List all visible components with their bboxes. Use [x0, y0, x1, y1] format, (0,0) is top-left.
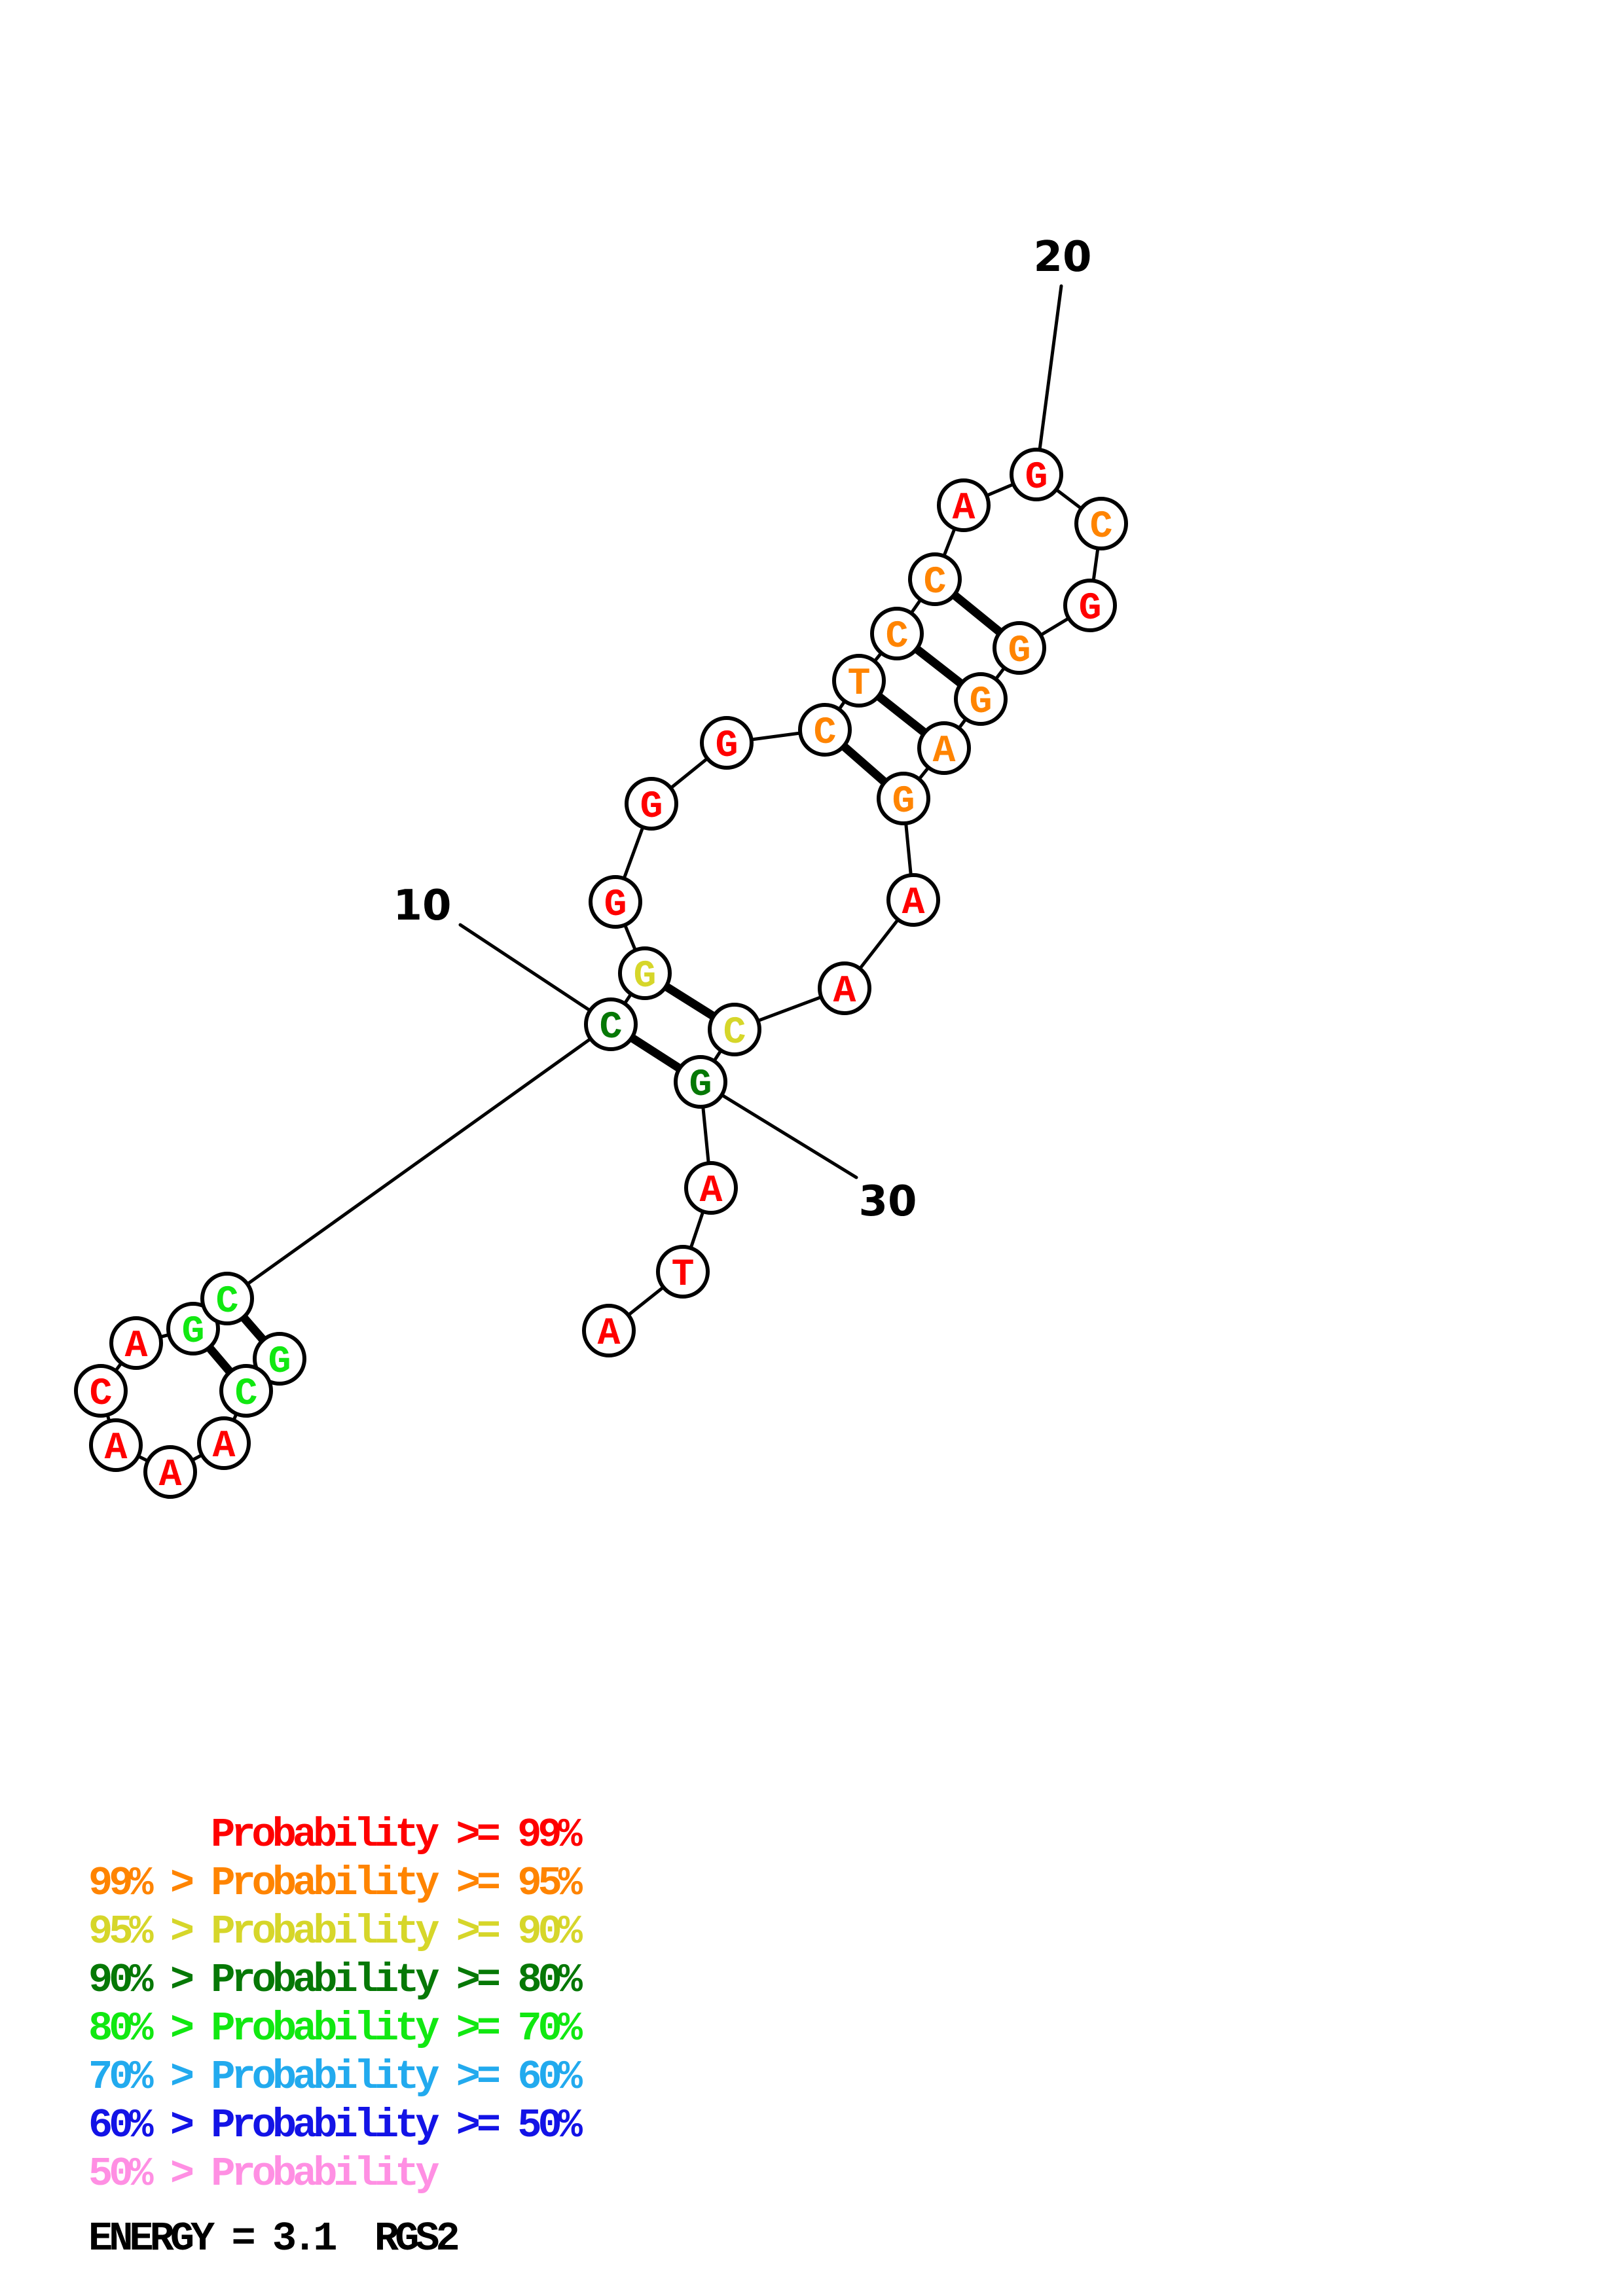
- base-letter-A7: A: [125, 1325, 148, 1368]
- base-letter-C15: C: [814, 712, 837, 755]
- nucleotide-circle-5: [89, 1418, 143, 1472]
- base-letter-C2: C: [235, 1373, 258, 1416]
- base-letter-C21: C: [1090, 506, 1113, 548]
- nucleotide-circle-7: [109, 1316, 163, 1370]
- base-letter-G26: G: [892, 781, 915, 823]
- base-letter-T16: T: [848, 663, 871, 706]
- nucleotide-circle-18: [908, 552, 962, 606]
- base-letter-G20: G: [1025, 457, 1048, 499]
- nucleotide-circle-10: [584, 997, 638, 1051]
- base-letter-C10: C: [600, 1007, 623, 1049]
- nucleotide-circle-13: [625, 777, 678, 831]
- label-leader-line-30: [699, 1080, 858, 1179]
- position-label-20: 20: [1033, 233, 1091, 281]
- nucleotide-circle-32: [656, 1245, 710, 1299]
- nucleotide-circle-29: [708, 1003, 761, 1056]
- base-letter-T32: T: [672, 1254, 695, 1297]
- nucleotide-circle-19: [937, 478, 991, 532]
- nucleotide-circle-14: [700, 716, 754, 770]
- base-letter-A19: A: [953, 488, 976, 530]
- base-letter-C6: C: [90, 1373, 113, 1416]
- base-letter-C17: C: [886, 616, 909, 658]
- nucleotide-circle-20: [1010, 448, 1063, 501]
- base-letter-G11: G: [634, 956, 657, 998]
- base-letter-G12: G: [604, 884, 627, 927]
- legend-entry-90-95: 95% > Probability >= 90%: [88, 1909, 583, 1955]
- base-letter-C18: C: [924, 562, 947, 604]
- backbone-edge-9-10: [225, 1022, 613, 1300]
- nucleotide-circle-11: [618, 946, 672, 1000]
- nucleotide-circle-21: [1074, 497, 1128, 550]
- base-letter-G13: G: [640, 786, 663, 829]
- base-letter-A5: A: [105, 1427, 128, 1470]
- base-letter-C29: C: [723, 1012, 746, 1054]
- legend-entry-ge99: Probability >= 99%: [211, 1812, 583, 1858]
- position-label-30: 30: [858, 1177, 917, 1226]
- legend-entry-70-80: 80% > Probability >= 70%: [88, 2005, 583, 2052]
- nucleotide-circle-27: [886, 873, 940, 927]
- legend-entry-50-60: 60% > Probability >= 50%: [88, 2102, 583, 2149]
- legend-entry-lt50: 50% > Probability: [88, 2151, 440, 2197]
- position-label-10: 10: [393, 882, 451, 930]
- nucleotide-circle-8: [166, 1302, 220, 1355]
- base-letter-G14: G: [716, 725, 739, 768]
- legend-entry-80-90: 90% > Probability >= 80%: [88, 1957, 583, 2003]
- nucleotide-circle-9: [200, 1272, 254, 1325]
- legend-entry-95-99: 99% > Probability >= 95%: [88, 1860, 583, 1907]
- base-letter-A25: A: [933, 730, 956, 773]
- nucleotide-circle-2: [219, 1364, 273, 1418]
- base-letter-G22: G: [1079, 588, 1102, 630]
- nucleotide-circle-1: [253, 1332, 306, 1386]
- nucleotide-circle-12: [589, 875, 642, 929]
- nucleotide-circle-25: [917, 721, 971, 775]
- nucleotide-circle-30: [674, 1055, 727, 1109]
- base-letter-A31: A: [700, 1170, 723, 1213]
- label-leader-line-10: [458, 923, 613, 1026]
- nucleotide-circle-22: [1063, 579, 1117, 632]
- base-letter-A33: A: [598, 1313, 621, 1355]
- base-letter-G8: G: [182, 1311, 205, 1354]
- base-letter-G24: G: [970, 681, 993, 724]
- base-letter-G1: G: [268, 1341, 291, 1384]
- nucleotide-circle-16: [832, 654, 886, 708]
- nucleotide-circle-15: [798, 703, 852, 757]
- base-letter-A28: A: [833, 971, 856, 1013]
- nucleotide-circle-4: [143, 1445, 197, 1499]
- nucleotide-circle-31: [684, 1161, 738, 1215]
- nucleotide-circle-3: [197, 1416, 251, 1470]
- nucleotide-circle-23: [993, 621, 1046, 675]
- base-letter-G23: G: [1008, 630, 1031, 673]
- base-letter-A27: A: [902, 882, 925, 925]
- base-letter-G30: G: [689, 1064, 712, 1107]
- nucleotide-circle-26: [877, 772, 930, 825]
- legend-entry-60-70: 70% > Probability >= 60%: [88, 2054, 583, 2100]
- base-letter-A4: A: [159, 1454, 182, 1497]
- energy-caption: ENERGY = 3.1 RGS2: [88, 2215, 460, 2262]
- nucleotide-circle-17: [870, 607, 924, 660]
- base-letter-C9: C: [216, 1281, 239, 1323]
- label-leader-line-20: [1034, 284, 1063, 476]
- nucleotide-circle-28: [818, 961, 871, 1015]
- nucleotide-circle-6: [74, 1364, 128, 1418]
- nucleotide-circle-33: [582, 1304, 636, 1357]
- nucleotide-circle-24: [954, 672, 1008, 726]
- base-letter-A3: A: [213, 1426, 236, 1468]
